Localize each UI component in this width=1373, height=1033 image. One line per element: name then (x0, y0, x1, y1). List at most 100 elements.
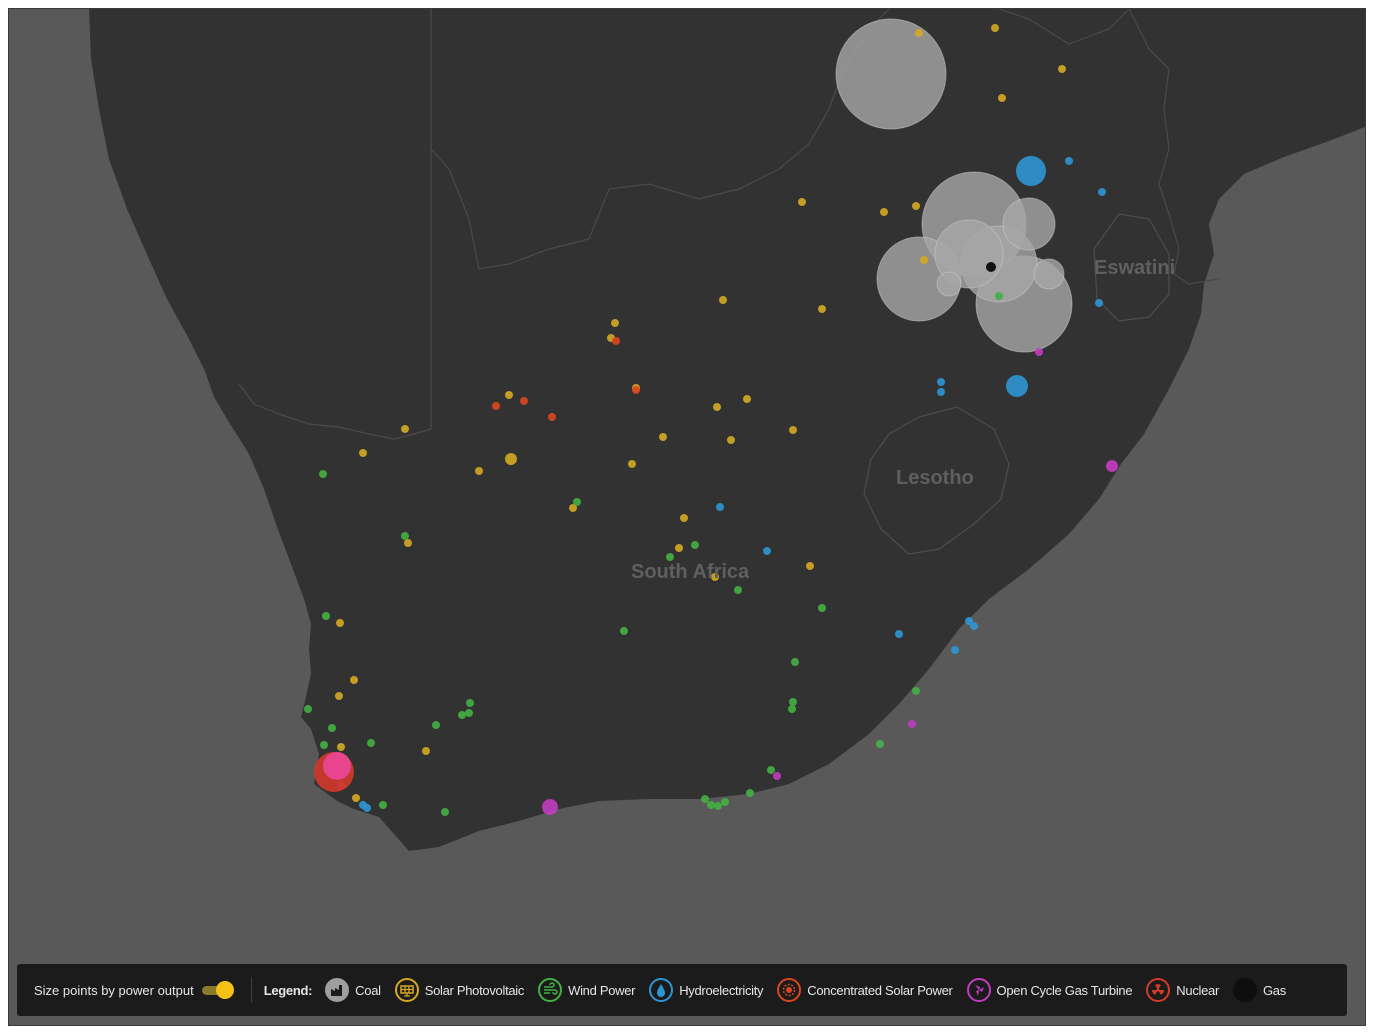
marker-sun-gear[interactable] (612, 337, 620, 345)
marker-solar-panel[interactable] (401, 425, 409, 433)
marker-wind[interactable] (432, 721, 440, 729)
marker-water-drop[interactable] (1016, 156, 1046, 186)
marker-solar-panel[interactable] (404, 539, 412, 547)
marker-solar-panel[interactable] (335, 692, 343, 700)
legend-item-hydroelectricity[interactable]: Hydroelectricity (649, 978, 764, 1002)
marker-wind[interactable] (666, 553, 674, 561)
marker-solar-panel[interactable] (915, 29, 923, 37)
marker-wind[interactable] (707, 801, 715, 809)
marker-solar-panel[interactable] (422, 747, 430, 755)
marker-wind[interactable] (320, 741, 328, 749)
marker-wind[interactable] (458, 711, 466, 719)
legend-item-coal[interactable]: Coal (325, 978, 381, 1002)
legend-item-gas[interactable]: Gas (1233, 978, 1286, 1002)
marker-water-drop[interactable] (937, 388, 945, 396)
marker-solar-panel[interactable] (505, 391, 513, 399)
marker-solar-panel[interactable] (350, 676, 358, 684)
marker-factory[interactable] (835, 18, 947, 130)
toggle-knob[interactable] (215, 981, 234, 999)
marker-wind[interactable] (734, 586, 742, 594)
marker-solar-panel[interactable] (818, 305, 826, 313)
marker-water-drop[interactable] (951, 646, 959, 654)
marker-water-drop[interactable] (1065, 157, 1073, 165)
marker-water-drop[interactable] (716, 503, 724, 511)
marker-factory[interactable] (1033, 258, 1065, 290)
marker-gas[interactable] (986, 262, 996, 272)
marker-factory[interactable] (936, 271, 962, 297)
marker-solar-panel[interactable] (505, 453, 517, 465)
marker-solar-panel[interactable] (336, 619, 344, 627)
marker-solar-panel[interactable] (789, 426, 797, 434)
marker-solar-panel[interactable] (713, 403, 721, 411)
marker-water-drop[interactable] (895, 630, 903, 638)
marker-wind[interactable] (441, 808, 449, 816)
marker-water-drop[interactable] (1095, 299, 1103, 307)
marker-solar-panel[interactable] (727, 436, 735, 444)
marker-wind[interactable] (328, 724, 336, 732)
legend-item-solar-photovoltaic[interactable]: Solar Photovoltaic (394, 978, 524, 1002)
marker-solar-panel[interactable] (359, 449, 367, 457)
marker-factory[interactable] (934, 219, 1004, 289)
marker-wind[interactable] (367, 739, 375, 747)
marker-solar-panel[interactable] (675, 544, 683, 552)
marker-wind[interactable] (620, 627, 628, 635)
marker-turbine[interactable] (1106, 460, 1118, 472)
size-toggle-group[interactable]: Size points by power output (17, 981, 234, 999)
marker-wind[interactable] (876, 740, 884, 748)
marker-solar-panel[interactable] (912, 202, 920, 210)
marker-factory[interactable] (1002, 197, 1056, 251)
marker-solar-panel[interactable] (659, 433, 667, 441)
marker-wind[interactable] (714, 802, 722, 810)
marker-wind[interactable] (912, 687, 920, 695)
marker-solar-panel[interactable] (920, 256, 928, 264)
marker-solar-panel[interactable] (475, 467, 483, 475)
marker-water-drop[interactable] (970, 622, 978, 630)
marker-solar-panel[interactable] (337, 743, 345, 751)
legend-item-concentrated-solar-power[interactable]: Concentrated Solar Power (777, 978, 953, 1002)
marker-wind[interactable] (379, 801, 387, 809)
marker-sun-gear[interactable] (548, 413, 556, 421)
marker-sun-gear[interactable] (520, 397, 528, 405)
marker-turbine[interactable] (1035, 348, 1043, 356)
map-frame[interactable]: South Africa Lesotho Eswatini Size point… (8, 8, 1366, 1026)
marker-sun-gear[interactable] (492, 402, 500, 410)
marker-wind[interactable] (995, 292, 1003, 300)
marker-wind[interactable] (322, 612, 330, 620)
marker-wind[interactable] (788, 705, 796, 713)
marker-turbine[interactable] (542, 799, 558, 815)
marker-wind[interactable] (573, 498, 581, 506)
marker-water-drop[interactable] (1006, 375, 1028, 397)
marker-sun-gear[interactable] (632, 386, 640, 394)
marker-wind[interactable] (401, 532, 409, 540)
marker-solar-panel[interactable] (611, 319, 619, 327)
marker-wind[interactable] (466, 699, 474, 707)
legend-item-open-cycle-gas-turbine[interactable]: Open Cycle Gas Turbine (966, 978, 1133, 1002)
marker-solar-panel[interactable] (806, 562, 814, 570)
marker-wind[interactable] (791, 658, 799, 666)
marker-solar-panel[interactable] (352, 794, 360, 802)
marker-water-drop[interactable] (937, 378, 945, 386)
marker-solar-panel[interactable] (998, 94, 1006, 102)
legend-item-nuclear[interactable]: Nuclear (1146, 978, 1219, 1002)
marker-solar-panel[interactable] (628, 460, 636, 468)
marker-wind[interactable] (465, 709, 473, 717)
marker-solar-panel[interactable] (880, 208, 888, 216)
marker-wind[interactable] (746, 789, 754, 797)
marker-water-drop[interactable] (1098, 188, 1106, 196)
marker-wind[interactable] (721, 798, 729, 806)
legend-item-wind-power[interactable]: Wind Power (538, 978, 636, 1002)
marker-solar-panel[interactable] (743, 395, 751, 403)
marker-solar-panel[interactable] (569, 504, 577, 512)
marker-wind[interactable] (818, 604, 826, 612)
marker-solar-panel[interactable] (711, 573, 719, 581)
size-toggle-switch[interactable] (201, 981, 234, 999)
marker-solar-panel[interactable] (991, 24, 999, 32)
marker-solar-panel[interactable] (680, 514, 688, 522)
marker-turbine[interactable] (323, 752, 351, 780)
marker-wind[interactable] (701, 795, 709, 803)
marker-wind[interactable] (789, 698, 797, 706)
marker-solar-panel[interactable] (1058, 65, 1066, 73)
marker-wind[interactable] (767, 766, 775, 774)
marker-wind[interactable] (691, 541, 699, 549)
marker-wind[interactable] (304, 705, 312, 713)
